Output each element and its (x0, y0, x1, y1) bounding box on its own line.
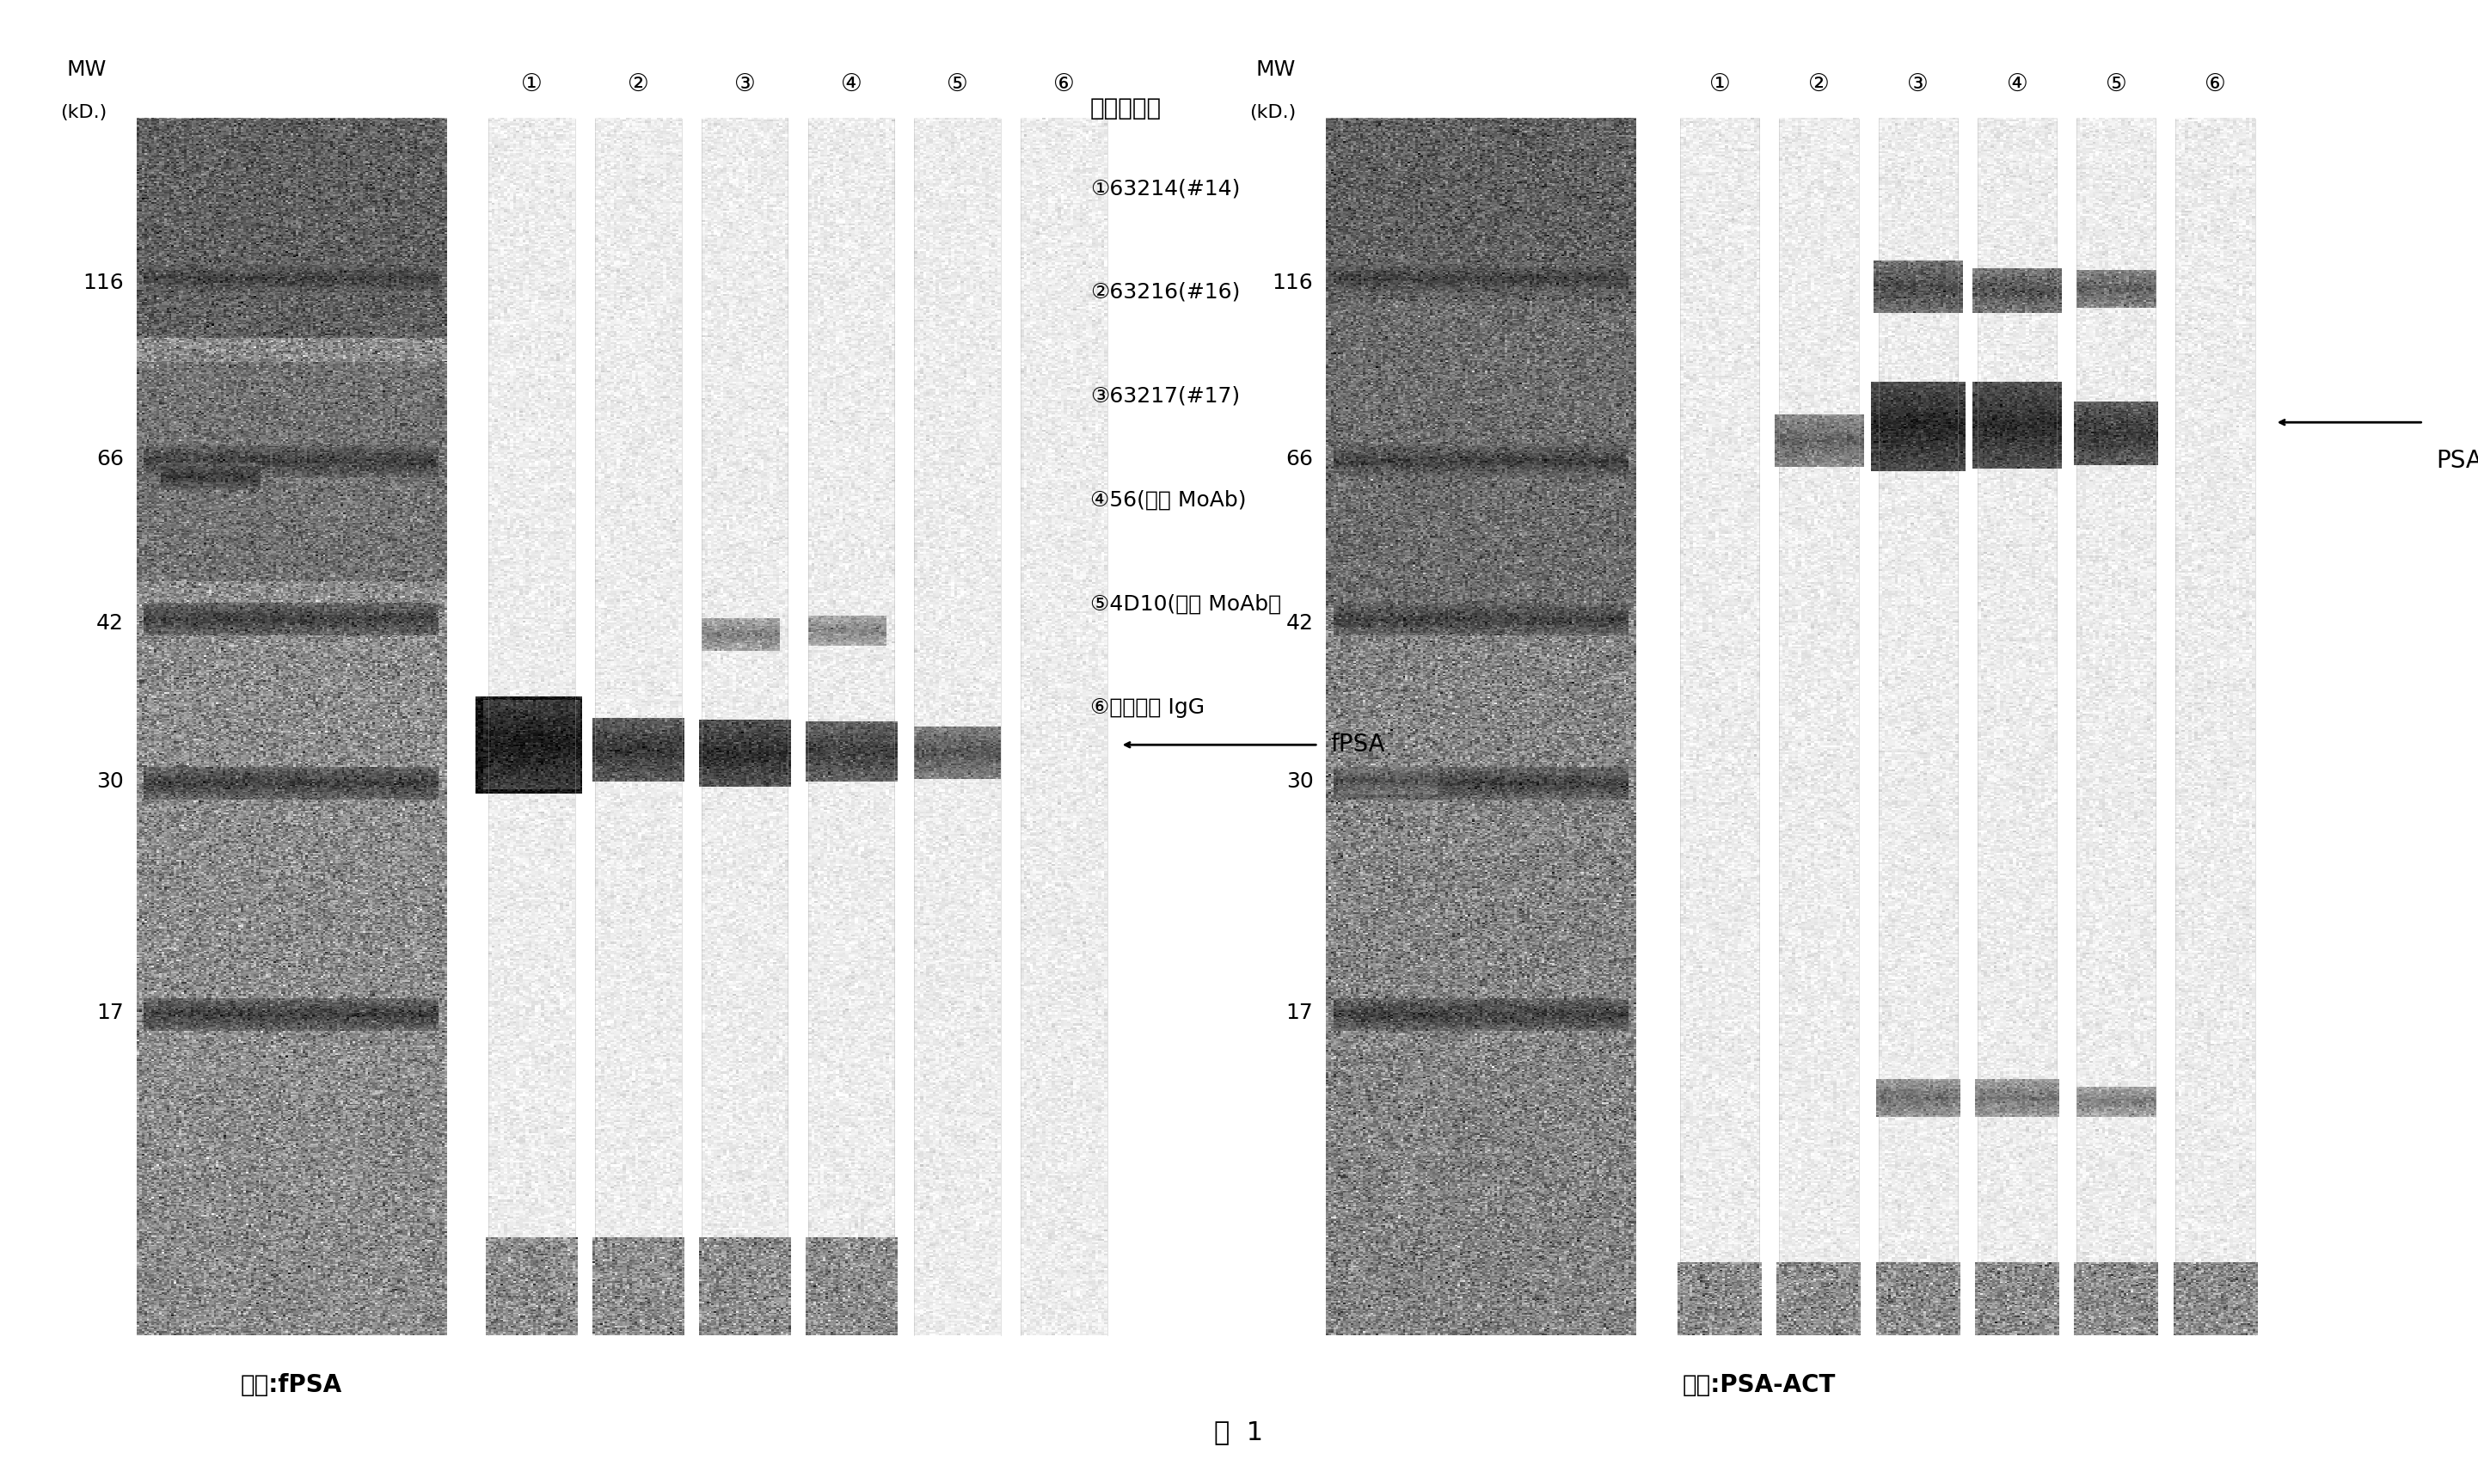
Text: 样品:fPSA: 样品:fPSA (240, 1373, 342, 1396)
Text: PSA-ACT: PSA-ACT (2436, 450, 2478, 473)
Text: ②: ② (627, 73, 649, 96)
Text: (kD.): (kD.) (59, 104, 107, 122)
Text: ①63214(#14): ①63214(#14) (1090, 178, 1241, 199)
Text: ①: ① (1710, 73, 1730, 96)
Text: 样品:PSA-ACT: 样品:PSA-ACT (1683, 1373, 1836, 1396)
Text: ⑥: ⑥ (1053, 73, 1075, 96)
Text: ⑤4D10(市售 MoAb）: ⑤4D10(市售 MoAb） (1090, 594, 1281, 614)
Text: 116: 116 (1271, 273, 1313, 294)
Text: ②: ② (1809, 73, 1829, 96)
Text: 42: 42 (97, 613, 124, 634)
Text: 66: 66 (97, 450, 124, 470)
Text: 66: 66 (1286, 450, 1313, 470)
Text: fPSA: fPSA (1331, 733, 1385, 757)
Text: ④: ④ (2007, 73, 2027, 96)
Text: ②63216(#16): ②63216(#16) (1090, 282, 1241, 303)
Text: 30: 30 (97, 772, 124, 792)
Text: ①: ① (520, 73, 543, 96)
Text: 30: 30 (1286, 772, 1313, 792)
Text: ⑥正常小鼠 IgG: ⑥正常小鼠 IgG (1090, 697, 1204, 718)
Text: 17: 17 (1286, 1003, 1313, 1024)
Text: ③63217(#17): ③63217(#17) (1090, 386, 1239, 407)
Text: ⑤: ⑤ (2106, 73, 2126, 96)
Text: ⑥: ⑥ (2205, 73, 2225, 96)
Text: MW: MW (67, 59, 107, 80)
Text: (kD.): (kD.) (1249, 104, 1296, 122)
Text: ④: ④ (840, 73, 862, 96)
Text: 42: 42 (1286, 613, 1313, 634)
Text: ③: ③ (1908, 73, 1928, 96)
Text: 图  1: 图 1 (1214, 1420, 1264, 1444)
Text: MW: MW (1256, 59, 1296, 80)
Text: ③: ③ (733, 73, 756, 96)
Text: ⑤: ⑤ (947, 73, 969, 96)
Text: ④56(市售 MoAb): ④56(市售 MoAb) (1090, 490, 1246, 510)
Text: 单克隆抗体: 单克隆抗体 (1090, 96, 1162, 120)
Text: 116: 116 (82, 273, 124, 294)
Text: 17: 17 (97, 1003, 124, 1024)
